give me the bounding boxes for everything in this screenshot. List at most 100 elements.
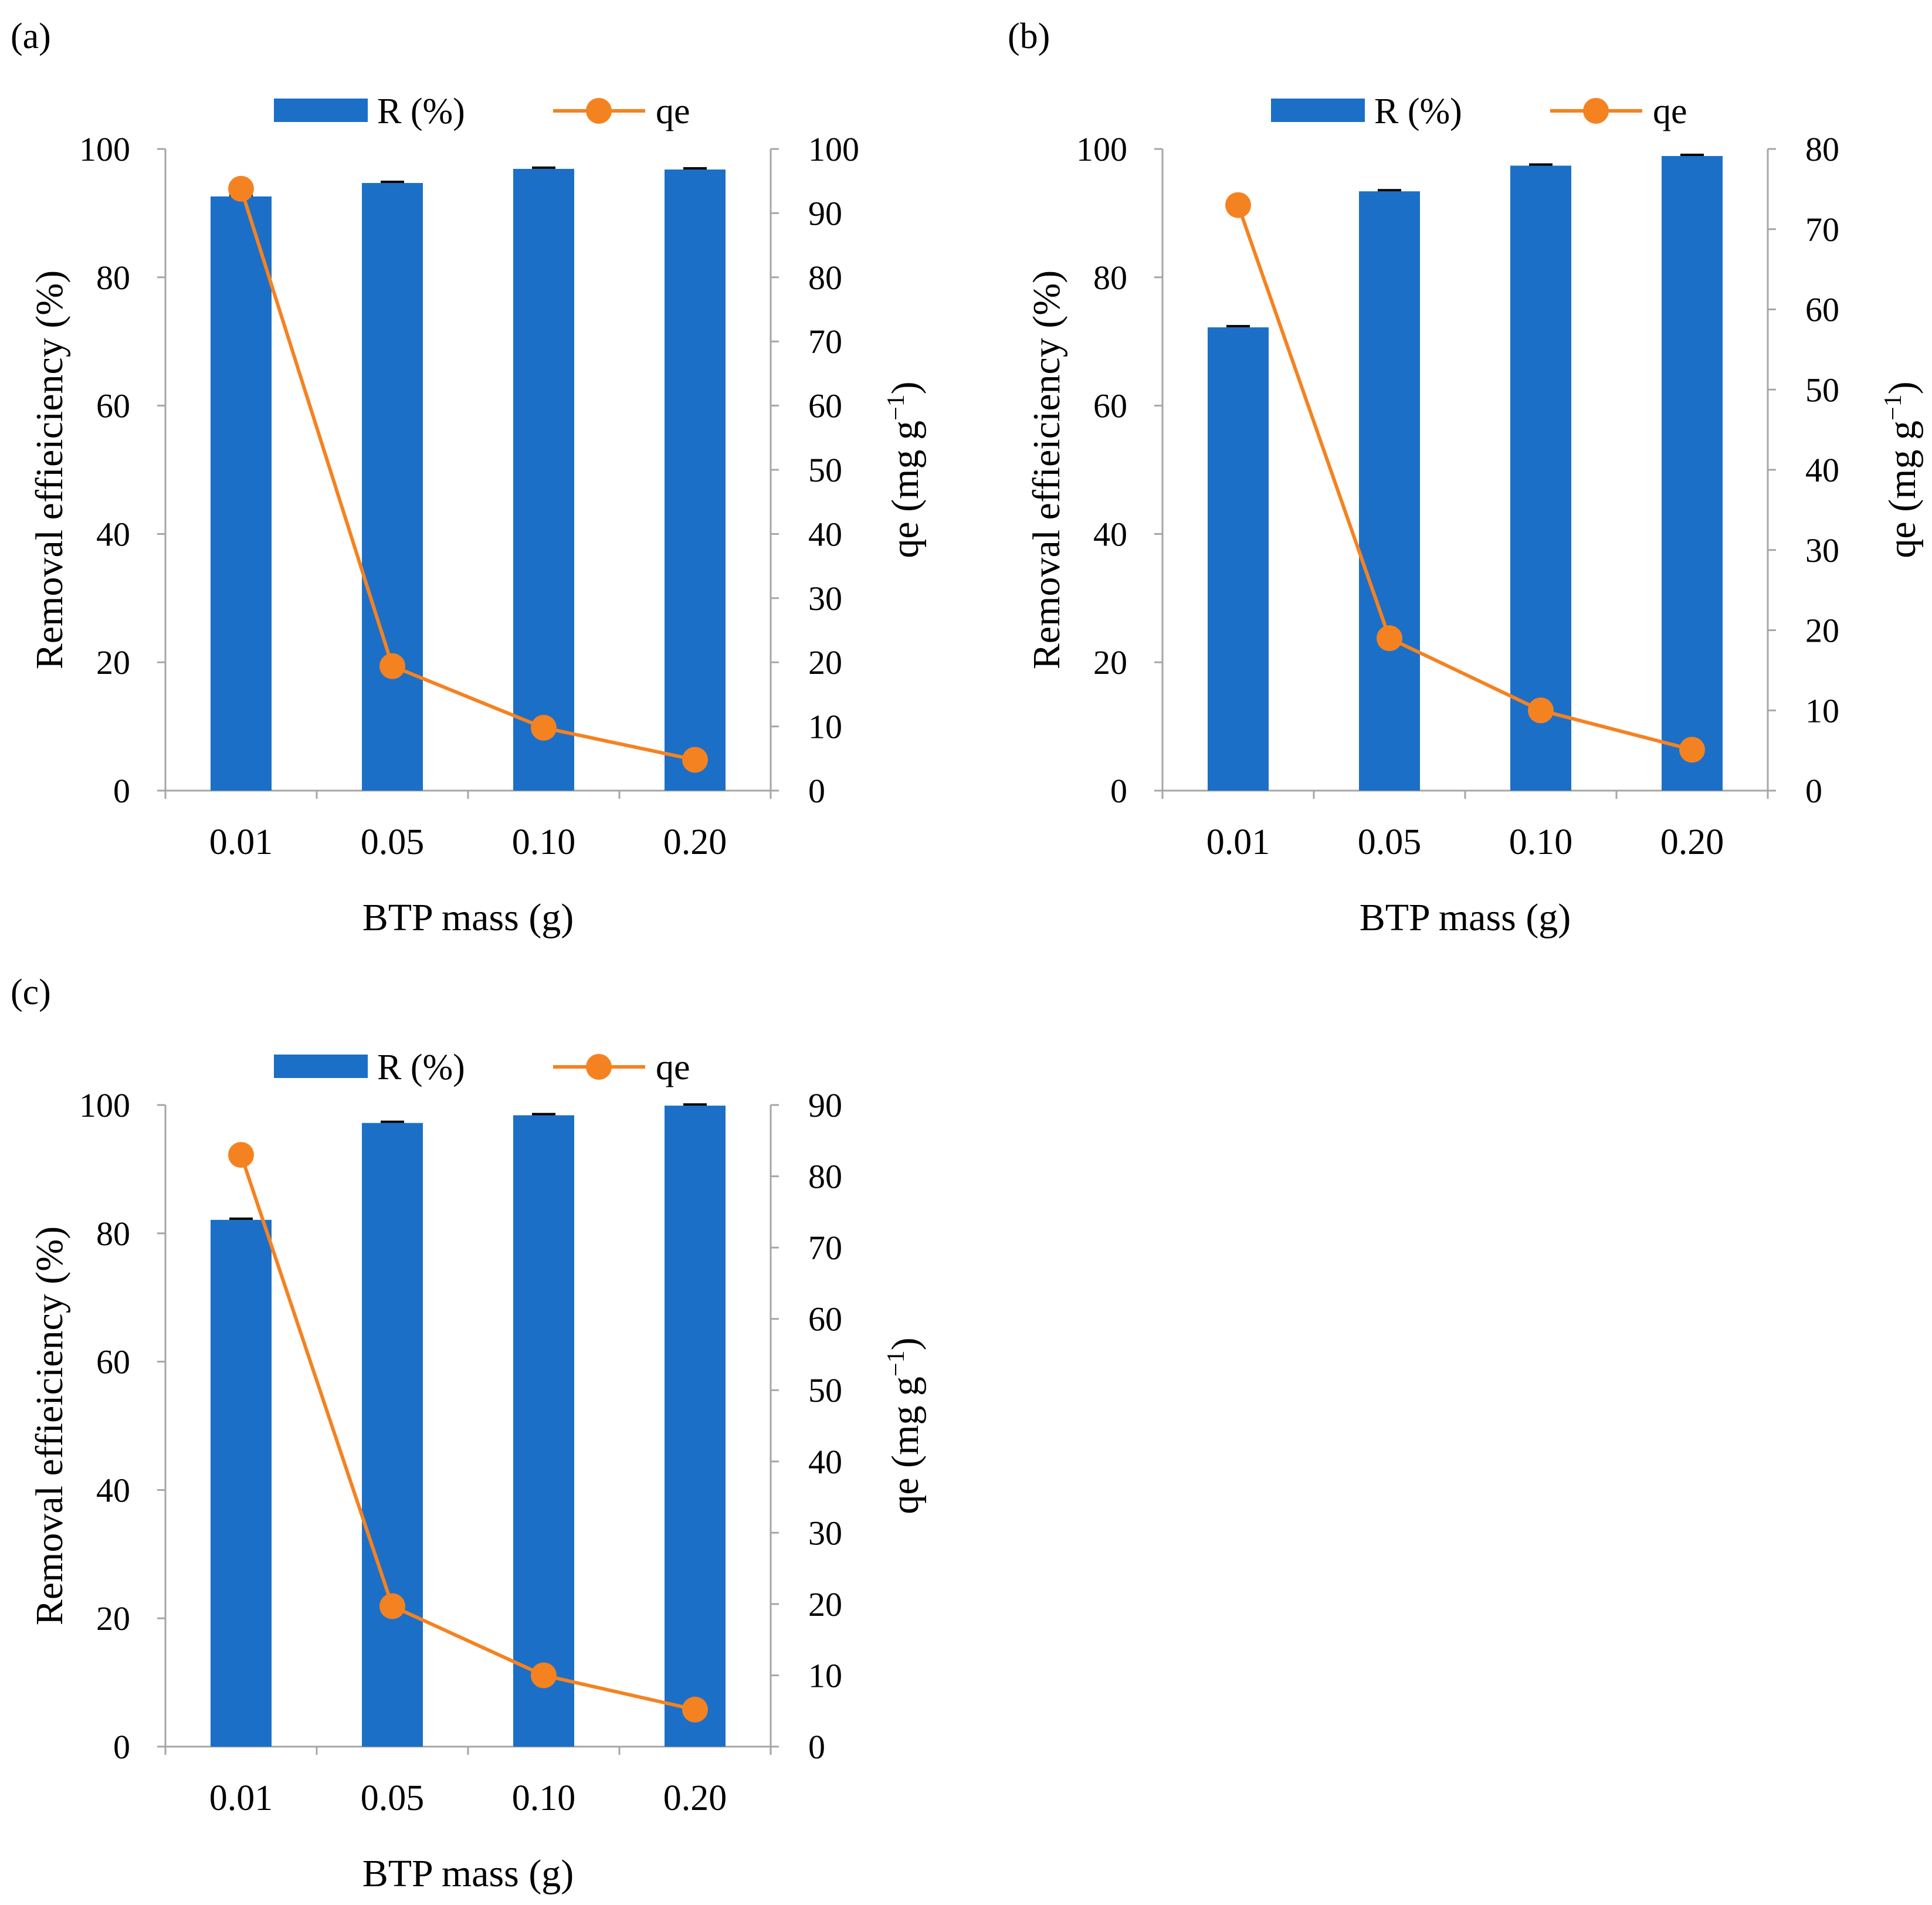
y-axis-title-c: Removal effieiciency (%) bbox=[28, 1226, 71, 1625]
bar-a-1 bbox=[362, 182, 423, 791]
right-tick-label-a: 20 bbox=[808, 643, 842, 682]
right-tick-label-c: 60 bbox=[808, 1300, 842, 1338]
right-tick-label-c: 0 bbox=[808, 1728, 825, 1766]
x-tick-label-c: 0.05 bbox=[361, 1778, 425, 1818]
right-tick-label-b: 60 bbox=[1805, 291, 1839, 329]
panel-label-c: (c) bbox=[11, 972, 51, 1012]
qe-point-a-0 bbox=[228, 175, 254, 202]
bar-c-1 bbox=[362, 1123, 423, 1747]
bar-c-3 bbox=[665, 1106, 726, 1747]
right-tick-label-b: 20 bbox=[1805, 612, 1839, 650]
right-tick-label-b: 30 bbox=[1805, 531, 1839, 570]
y2-axis-title-main: qe (mg g bbox=[884, 1377, 927, 1514]
x-tick-label-b: 0.20 bbox=[1660, 822, 1724, 862]
panel-label-a: (a) bbox=[11, 16, 51, 56]
x-tick-label-c: 0.01 bbox=[209, 1778, 273, 1818]
chart-c-svg: (c) R (%) qe 0 20 40 60 80 100 0 10 20 30 40 50 60 70 80 9… bbox=[11, 972, 927, 1895]
qe-point-c-2 bbox=[531, 1662, 557, 1689]
right-tick-label-a: 80 bbox=[808, 259, 842, 297]
y2-axis-title-end: ) bbox=[884, 1337, 927, 1350]
right-tick-label-a: 70 bbox=[808, 323, 842, 361]
right-tick-label-a: 60 bbox=[808, 387, 842, 425]
right-tick-label-b: 0 bbox=[1805, 772, 1822, 810]
qe-point-c-3 bbox=[682, 1696, 708, 1723]
right-tick-label-b: 40 bbox=[1805, 451, 1839, 489]
y2-axis-title-c: qe (mg g−1) bbox=[883, 1337, 927, 1514]
bar-b-2 bbox=[1510, 165, 1571, 791]
bar-b-3 bbox=[1662, 156, 1723, 791]
bar-b-0 bbox=[1208, 327, 1269, 791]
legend-line-marker bbox=[1583, 98, 1609, 124]
right-tick-label-c: 40 bbox=[808, 1443, 842, 1481]
legend-b: R (%) qe bbox=[1271, 91, 1687, 131]
legend-bar-label: R (%) bbox=[377, 1048, 465, 1087]
right-tick-label-c: 80 bbox=[808, 1158, 842, 1196]
legend-bar-swatch bbox=[274, 99, 368, 122]
x-axis-title-c: BTP mass (g) bbox=[362, 1852, 574, 1895]
right-tick-label-b: 80 bbox=[1805, 130, 1839, 168]
left-tick-label-c: 100 bbox=[79, 1086, 130, 1124]
right-tick-label-b: 10 bbox=[1805, 692, 1839, 730]
right-tick-label-c: 50 bbox=[808, 1371, 842, 1409]
left-tick-label-b: 20 bbox=[1093, 643, 1127, 682]
chart-b-svg: (b) R (%) qe 0 20 40 60 80 100 0 10 20 30 40 50 60 70 80 0… bbox=[1008, 16, 1924, 939]
right-tick-label-c: 20 bbox=[808, 1585, 842, 1623]
x-tick-label-c: 0.20 bbox=[663, 1778, 727, 1818]
qe-line-a bbox=[239, 188, 696, 762]
chart-panel-a: (a) R (%) qe 0 20 40 60 80 100 0 10 20 30 40 50 60 70 80 9… bbox=[0, 0, 938, 939]
qe-point-c-1 bbox=[379, 1593, 405, 1619]
right-tick-label-a: 40 bbox=[808, 515, 842, 553]
x-tick-label-a: 0.10 bbox=[512, 822, 576, 862]
legend-a: R (%) qe bbox=[274, 91, 690, 131]
legend-line-label: qe bbox=[656, 1048, 690, 1087]
left-tick-label-a: 100 bbox=[79, 130, 130, 168]
left-tick-label-a: 0 bbox=[113, 772, 130, 810]
bar-a-0 bbox=[211, 196, 272, 791]
left-tick-label-b: 80 bbox=[1093, 259, 1127, 297]
y2-axis-title-sup: −1 bbox=[883, 394, 910, 421]
y2-axis-title-main: qe (mg g bbox=[1881, 421, 1924, 558]
legend-line-marker bbox=[586, 98, 612, 124]
y2-axis-title-a: qe (mg g−1) bbox=[883, 381, 927, 558]
qe-line-c bbox=[239, 1154, 696, 1711]
x-tick-label-b: 0.10 bbox=[1509, 822, 1573, 862]
y2-axis-title-main: qe (mg g bbox=[884, 421, 927, 558]
y-axis-title-a: Removal effieiciency (%) bbox=[28, 270, 71, 669]
bar-a-3 bbox=[665, 170, 726, 791]
left-tick-label-c: 60 bbox=[96, 1343, 130, 1381]
left-tick-label-c: 20 bbox=[96, 1599, 130, 1638]
x-tick-label-a: 0.01 bbox=[209, 822, 273, 862]
left-tick-label-a: 60 bbox=[96, 387, 130, 425]
x-tick-label-a: 0.05 bbox=[361, 822, 425, 862]
legend-bar-swatch bbox=[1271, 99, 1365, 122]
right-tick-label-a: 50 bbox=[808, 451, 842, 489]
left-tick-label-c: 80 bbox=[96, 1215, 130, 1253]
left-tick-label-c: 40 bbox=[96, 1471, 130, 1509]
x-axis-title-b: BTP mass (g) bbox=[1360, 896, 1571, 939]
legend-bar-swatch bbox=[274, 1055, 368, 1078]
x-tick-label-b: 0.05 bbox=[1358, 822, 1422, 862]
chart-panel-c: (c) R (%) qe 0 20 40 60 80 100 0 10 20 30 40 50 60 70 80 9… bbox=[0, 956, 938, 1895]
qe-point-c-0 bbox=[228, 1142, 254, 1168]
legend-line-label: qe bbox=[1653, 91, 1687, 131]
bar-b-1 bbox=[1359, 191, 1420, 791]
qe-point-a-1 bbox=[379, 653, 405, 679]
right-tick-label-c: 10 bbox=[808, 1656, 842, 1694]
y2-axis-title-end: ) bbox=[884, 381, 927, 394]
left-tick-label-b: 0 bbox=[1110, 772, 1127, 810]
right-tick-label-c: 30 bbox=[808, 1514, 842, 1552]
legend-bar-label: R (%) bbox=[377, 91, 465, 131]
right-tick-label-a: 10 bbox=[808, 708, 842, 746]
right-tick-label-b: 50 bbox=[1805, 371, 1839, 409]
legend-line-marker bbox=[586, 1054, 612, 1080]
qe-point-b-1 bbox=[1377, 625, 1402, 652]
left-tick-label-b: 60 bbox=[1093, 387, 1127, 425]
right-tick-label-c: 70 bbox=[808, 1229, 842, 1267]
qe-point-a-2 bbox=[531, 714, 557, 741]
chart-panel-b: (b) R (%) qe 0 20 40 60 80 100 0 10 20 30 40 50 60 70 80 0… bbox=[997, 0, 1932, 939]
y-axis-title-b: Removal effieiciency (%) bbox=[1025, 270, 1068, 669]
left-tick-label-c: 0 bbox=[113, 1728, 130, 1766]
y2-axis-title-sup: −1 bbox=[1880, 394, 1907, 421]
y2-axis-title-b: qe (mg g−1) bbox=[1880, 381, 1924, 558]
y2-axis-title-end: ) bbox=[1881, 381, 1924, 394]
